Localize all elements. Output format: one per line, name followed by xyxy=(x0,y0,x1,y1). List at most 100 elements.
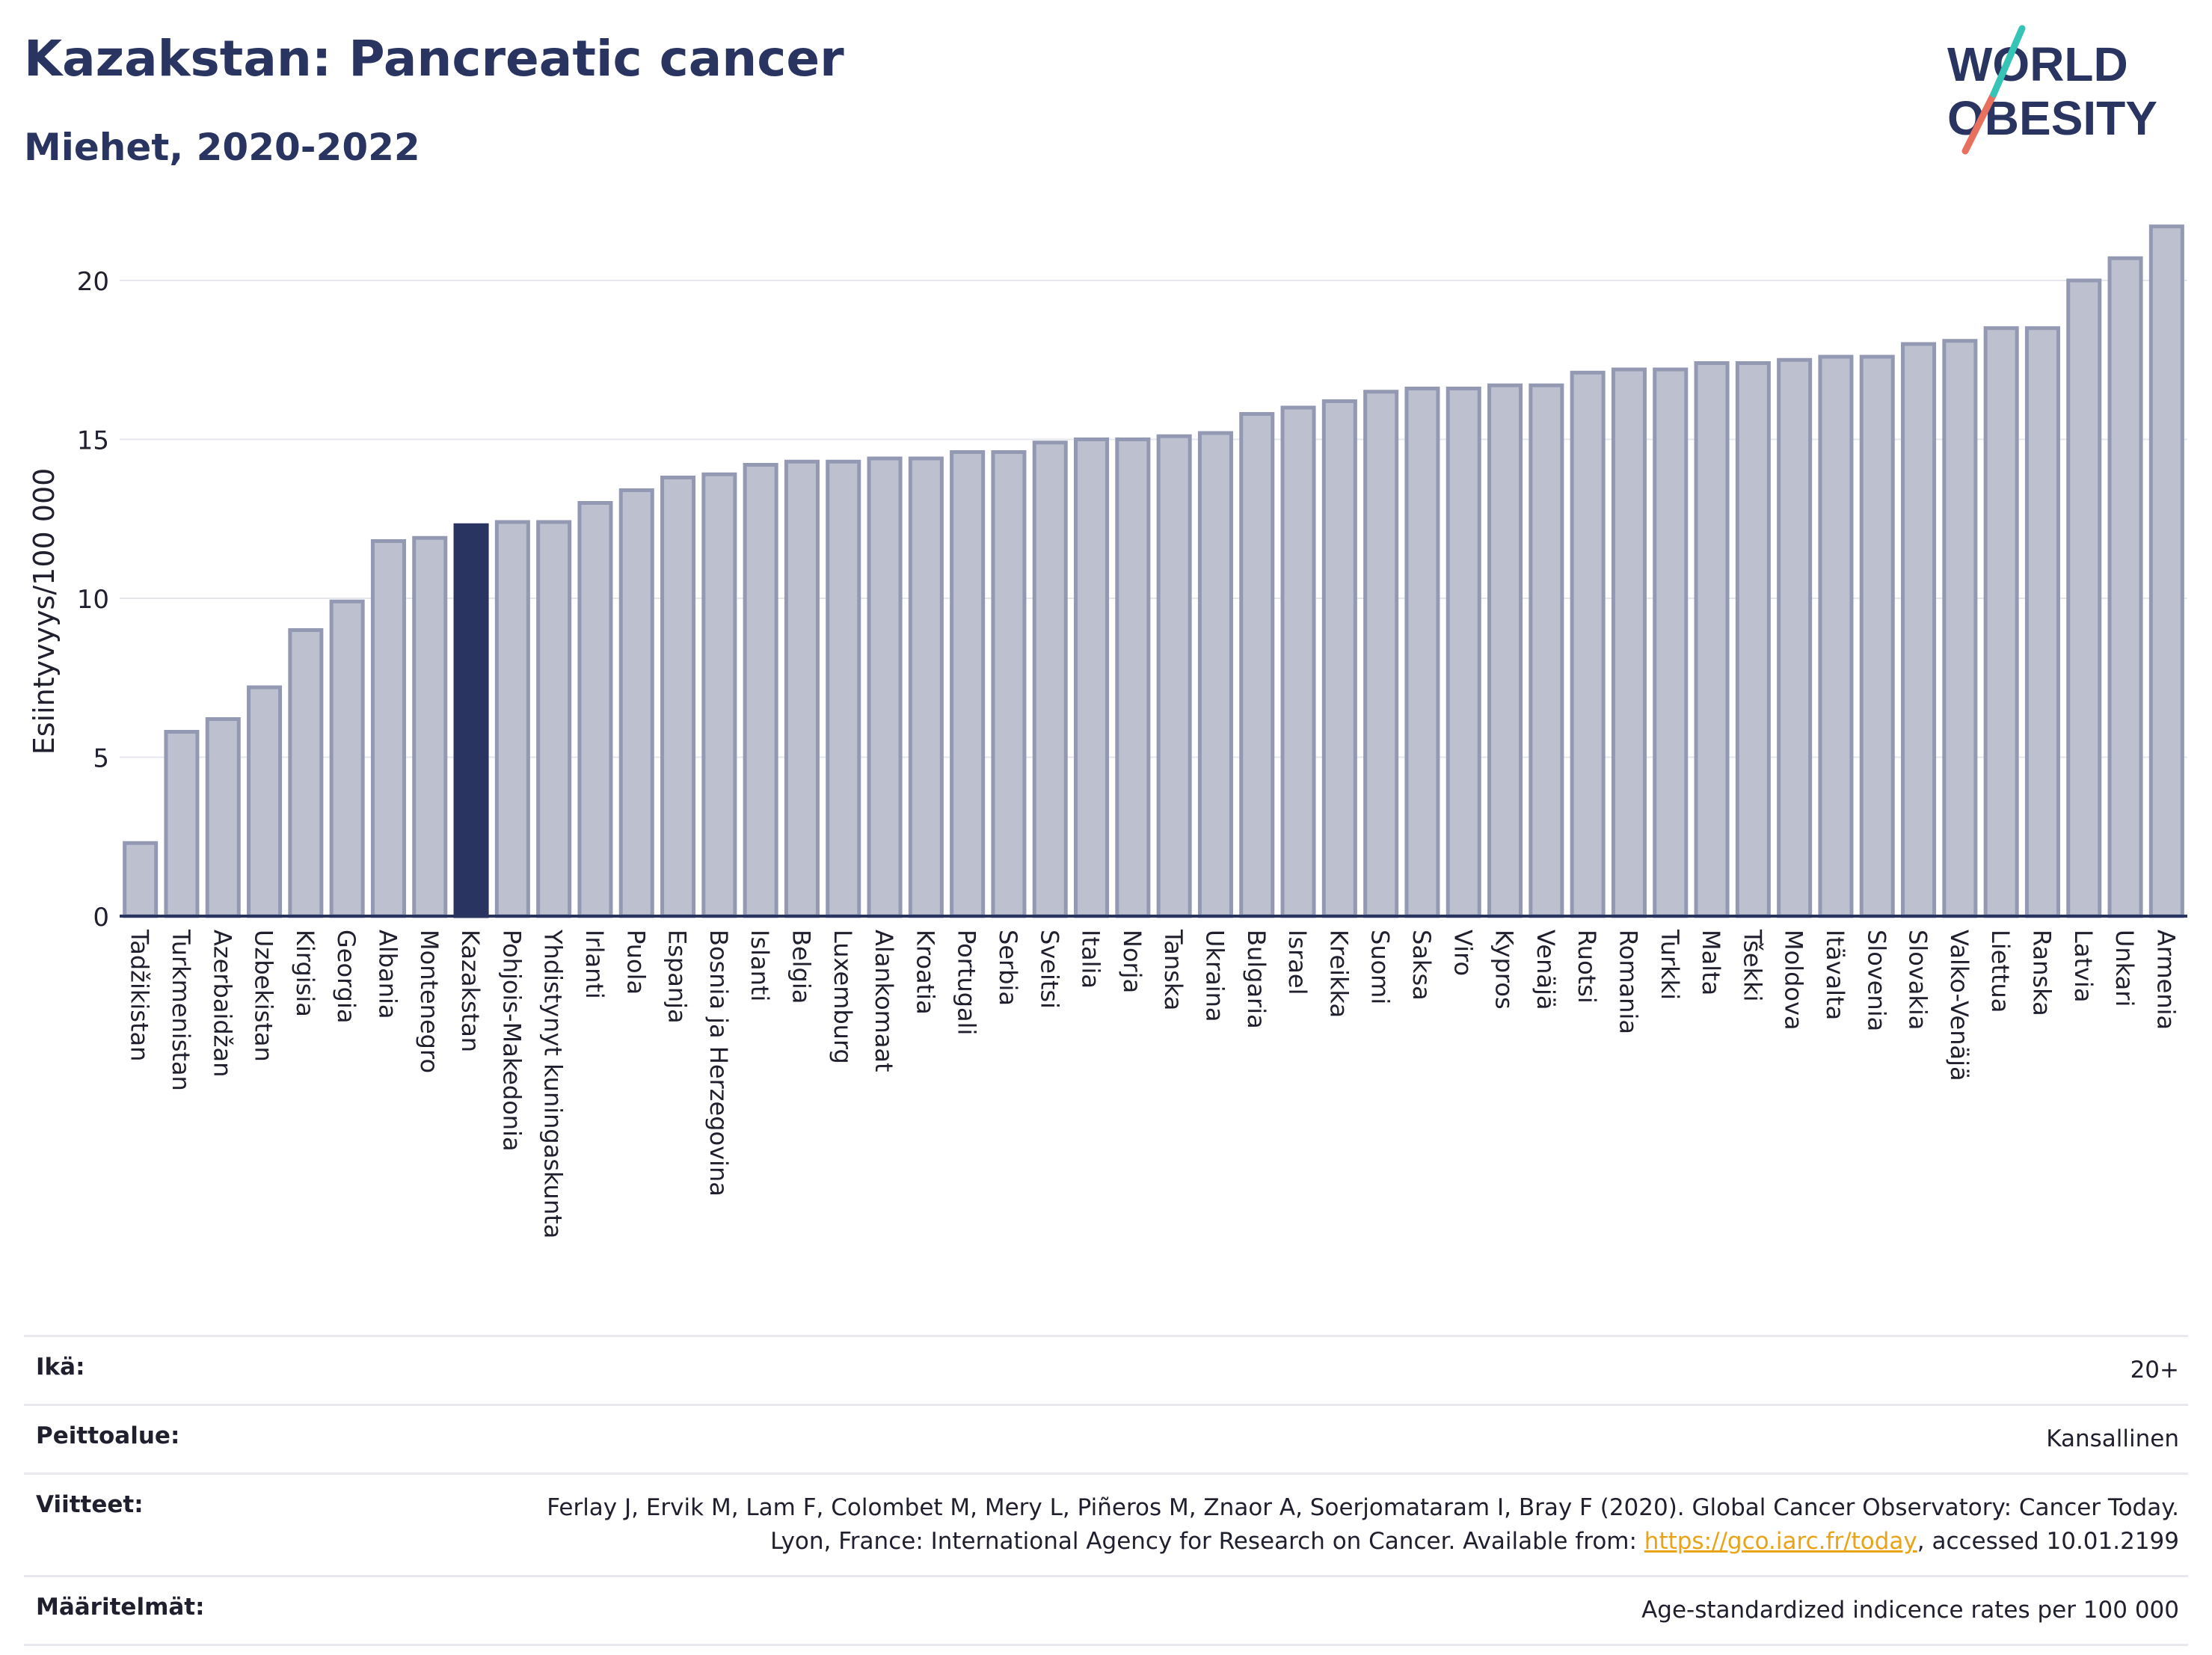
bar-Albania xyxy=(370,539,406,918)
y-tick-label: 10 xyxy=(77,585,109,615)
definitions-value: Age-standardized indicence rates per 100… xyxy=(1641,1596,2179,1624)
bar-Romania xyxy=(1611,367,1647,918)
bar-Liettua xyxy=(1983,326,2019,918)
bar-Valko-Venäjä xyxy=(1942,339,1978,918)
x-tick-label: Sveitsi xyxy=(1035,930,1063,1009)
info-row-references: Viitteet: Ferlay J, Ervik M, Lam F, Colo… xyxy=(24,1472,2188,1575)
bar-Suomi xyxy=(1363,390,1399,918)
x-tick-label: Armenia xyxy=(2151,930,2180,1030)
x-tick-label: Tšekki xyxy=(1738,929,1766,1002)
x-tick-label: Pohjois-Makedonia xyxy=(497,930,526,1152)
x-tick-label: Moldova xyxy=(1780,930,1808,1031)
bar-Kreikka xyxy=(1321,399,1357,918)
info-table: Ikä: 20+ Peittoalue: Kansallinen Viittee… xyxy=(24,1335,2188,1646)
age-value: 20+ xyxy=(2130,1357,2179,1384)
bar-Ukraina xyxy=(1197,431,1233,918)
page-title: Kazakstan: Pancreatic cancer xyxy=(24,30,844,87)
bar-Italia xyxy=(1074,437,1110,918)
bar-Serbia xyxy=(991,450,1027,918)
bar-Viro xyxy=(1446,387,1481,918)
x-tick-label: Unkari xyxy=(2110,930,2139,1007)
x-tick-label: Alankomaat xyxy=(870,930,898,1072)
x-tick-label: Kroatia xyxy=(911,930,939,1015)
y-tick-label: 20 xyxy=(77,267,109,297)
x-tick-label: Yhdistynyt kuningaskunta xyxy=(539,929,568,1238)
x-tick-label: Valko-Venäjä xyxy=(1945,930,1973,1081)
bar-Portugali xyxy=(950,450,986,918)
bar-Kroatia xyxy=(908,456,944,918)
logo-slash-upper xyxy=(1990,25,2026,98)
x-tick-label: Ruotsi xyxy=(1573,930,1601,1004)
bar-Kypros xyxy=(1487,383,1523,918)
bar-Armenia xyxy=(2148,224,2184,918)
x-tick-label: Kirgisia xyxy=(291,930,319,1017)
bar-Latvia xyxy=(2066,278,2102,918)
x-tick-label: Islanti xyxy=(746,930,774,1001)
references-text: Ferlay J, Ervik M, Lam F, Colombet M, Me… xyxy=(547,1493,2179,1555)
bar-Islanti xyxy=(743,463,778,918)
bar-Moldova xyxy=(1777,357,1813,918)
bar-Alankomaat xyxy=(867,456,903,918)
references-access-date: , accessed 10.01.2199 xyxy=(1917,1527,2179,1555)
bar-Espanja xyxy=(660,476,696,918)
x-tick-label: Suomi xyxy=(1366,930,1395,1004)
x-tick-label: Belgia xyxy=(787,930,815,1004)
bar-chart: 0 5 10 15 20 Esiintyvyys/100 000 Tadžikistan Tu… xyxy=(28,224,2187,1238)
bar-Irlanti xyxy=(577,501,613,918)
age-label: Ikä: xyxy=(36,1354,85,1381)
references-value: Ferlay J, Ervik M, Lam F, Colombet M, Me… xyxy=(489,1491,2179,1559)
coverage-label: Peittoalue: xyxy=(36,1422,180,1449)
bar-Tadžikistan xyxy=(123,841,159,918)
y-tick-label: 0 xyxy=(93,903,109,933)
references-label: Viitteet: xyxy=(36,1490,144,1518)
x-tick-label: Montenegro xyxy=(415,930,443,1073)
x-tick-label: Irlanti xyxy=(580,930,609,999)
x-tick-label: Romania xyxy=(1614,930,1642,1034)
x-tick-label: Azerbaidžan xyxy=(208,930,236,1077)
bar-Montenegro xyxy=(412,535,448,918)
bar-Belgia xyxy=(784,459,820,918)
logo-line1: WORLD xyxy=(1947,37,2128,91)
y-tick-label: 5 xyxy=(93,744,109,774)
x-tick-label: Latvia xyxy=(2069,930,2098,1002)
x-tick-label: Portugali xyxy=(953,930,981,1035)
logo-slash-lower xyxy=(1961,90,1997,155)
x-tick-label: Ukraina xyxy=(1200,930,1229,1022)
x-tick-label: Kreikka xyxy=(1324,930,1353,1018)
bar-Malta xyxy=(1694,361,1730,918)
bar-Turkmenistan xyxy=(164,730,200,918)
x-tick-label: Kypros xyxy=(1490,930,1519,1010)
bar-Venäjä xyxy=(1529,383,1564,918)
definitions-label: Määritelmät: xyxy=(36,1593,205,1621)
bar-Kirgisia xyxy=(288,628,324,918)
bar-Slovakia xyxy=(1901,342,1937,918)
x-tick-label: Slovenia xyxy=(1862,930,1890,1031)
bar-Norja xyxy=(1115,437,1151,918)
x-tick-label: Norja xyxy=(1118,930,1146,993)
bar-Uzbekistan xyxy=(247,685,283,918)
x-tick-label: Bosnia ja Herzegovina xyxy=(704,930,733,1197)
bar-Tšekki xyxy=(1735,361,1771,918)
bar-Kazakstan xyxy=(453,523,489,918)
bar-Puola xyxy=(618,488,654,918)
page-subtitle: Miehet, 2020-2022 xyxy=(24,126,420,169)
x-tick-label: Puola xyxy=(621,930,650,995)
x-tick-label: Espanja xyxy=(663,930,692,1024)
references-link[interactable]: https://gco.iarc.fr/today xyxy=(1644,1527,1917,1555)
x-tick-label: Tanska xyxy=(1159,929,1188,1010)
x-tick-label: Itävalta xyxy=(1821,930,1849,1020)
x-tick-label: Israel xyxy=(1283,930,1312,995)
bar-Azerbaidžan xyxy=(205,717,241,918)
bar-Slovenia xyxy=(1859,354,1895,918)
x-tick-label: Turkmenistan xyxy=(167,929,195,1091)
bar-Bosnia ja Herzegovina xyxy=(701,472,737,918)
x-tick-label: Slovakia xyxy=(1904,930,1932,1030)
x-tick-label: Liettua xyxy=(1986,930,2015,1013)
bar-Sveitsi xyxy=(1032,440,1068,918)
bar-Bulgaria xyxy=(1239,412,1275,918)
bar-Tanska xyxy=(1156,434,1192,918)
x-tick-label: Bulgaria xyxy=(1242,930,1271,1029)
x-tick-label: Saksa xyxy=(1407,930,1436,1001)
bar-Yhdistynyt kuningaskunta xyxy=(536,520,572,918)
x-tick-label: Serbia xyxy=(994,930,1022,1006)
